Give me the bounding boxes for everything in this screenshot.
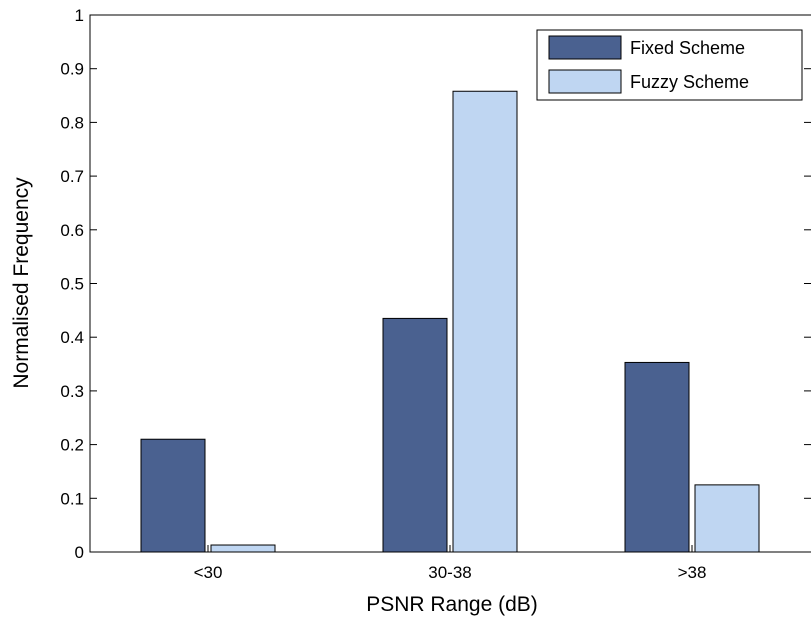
legend-swatch-fixed-scheme <box>548 35 622 60</box>
y-tick-label: 0.2 <box>60 436 84 455</box>
x-axis-ticks: <30 30-38 >38 <box>194 545 707 582</box>
y-tick-label: 0.3 <box>60 382 84 401</box>
x-tick-label: >38 <box>678 563 707 582</box>
bar-fixed-scheme-0 <box>140 438 206 553</box>
bar-fuzzy-scheme-0 <box>210 544 276 553</box>
y-tick-label: 0.4 <box>60 328 84 347</box>
legend-label-fuzzy-scheme: Fuzzy Scheme <box>630 72 749 92</box>
y-tick-label: 0.8 <box>60 113 84 132</box>
y-tick-label: 0.6 <box>60 221 84 240</box>
y-axis-title: Normalised Frequency <box>10 177 33 389</box>
bar-fixed-scheme-2 <box>624 361 690 553</box>
bar-fuzzy-scheme-1 <box>452 90 518 553</box>
legend: Fixed Scheme Fuzzy Scheme <box>536 29 803 101</box>
legend-swatch-fuzzy-scheme <box>548 69 622 94</box>
y-tick-label: 0.1 <box>60 489 84 508</box>
bars-group <box>140 90 760 553</box>
y-tick-label: 0 <box>75 543 84 562</box>
legend-label-fixed-scheme: Fixed Scheme <box>630 38 745 58</box>
x-tick-label: 30-38 <box>428 563 471 582</box>
bar-fuzzy-scheme-2 <box>694 484 760 553</box>
y-tick-label: 0.7 <box>60 167 84 186</box>
y-tick-label: 0.5 <box>60 275 84 294</box>
y-tick-label: 0.9 <box>60 60 84 79</box>
x-tick-label: <30 <box>194 563 223 582</box>
bar-fixed-scheme-1 <box>382 317 448 553</box>
x-axis-title: PSNR Range (dB) <box>366 593 538 616</box>
y-axis-ticks: 0 0.1 0.2 0.3 0.4 0.5 0.6 0.7 0.8 0.9 1 <box>60 6 811 562</box>
y-tick-label: 1 <box>75 6 84 25</box>
